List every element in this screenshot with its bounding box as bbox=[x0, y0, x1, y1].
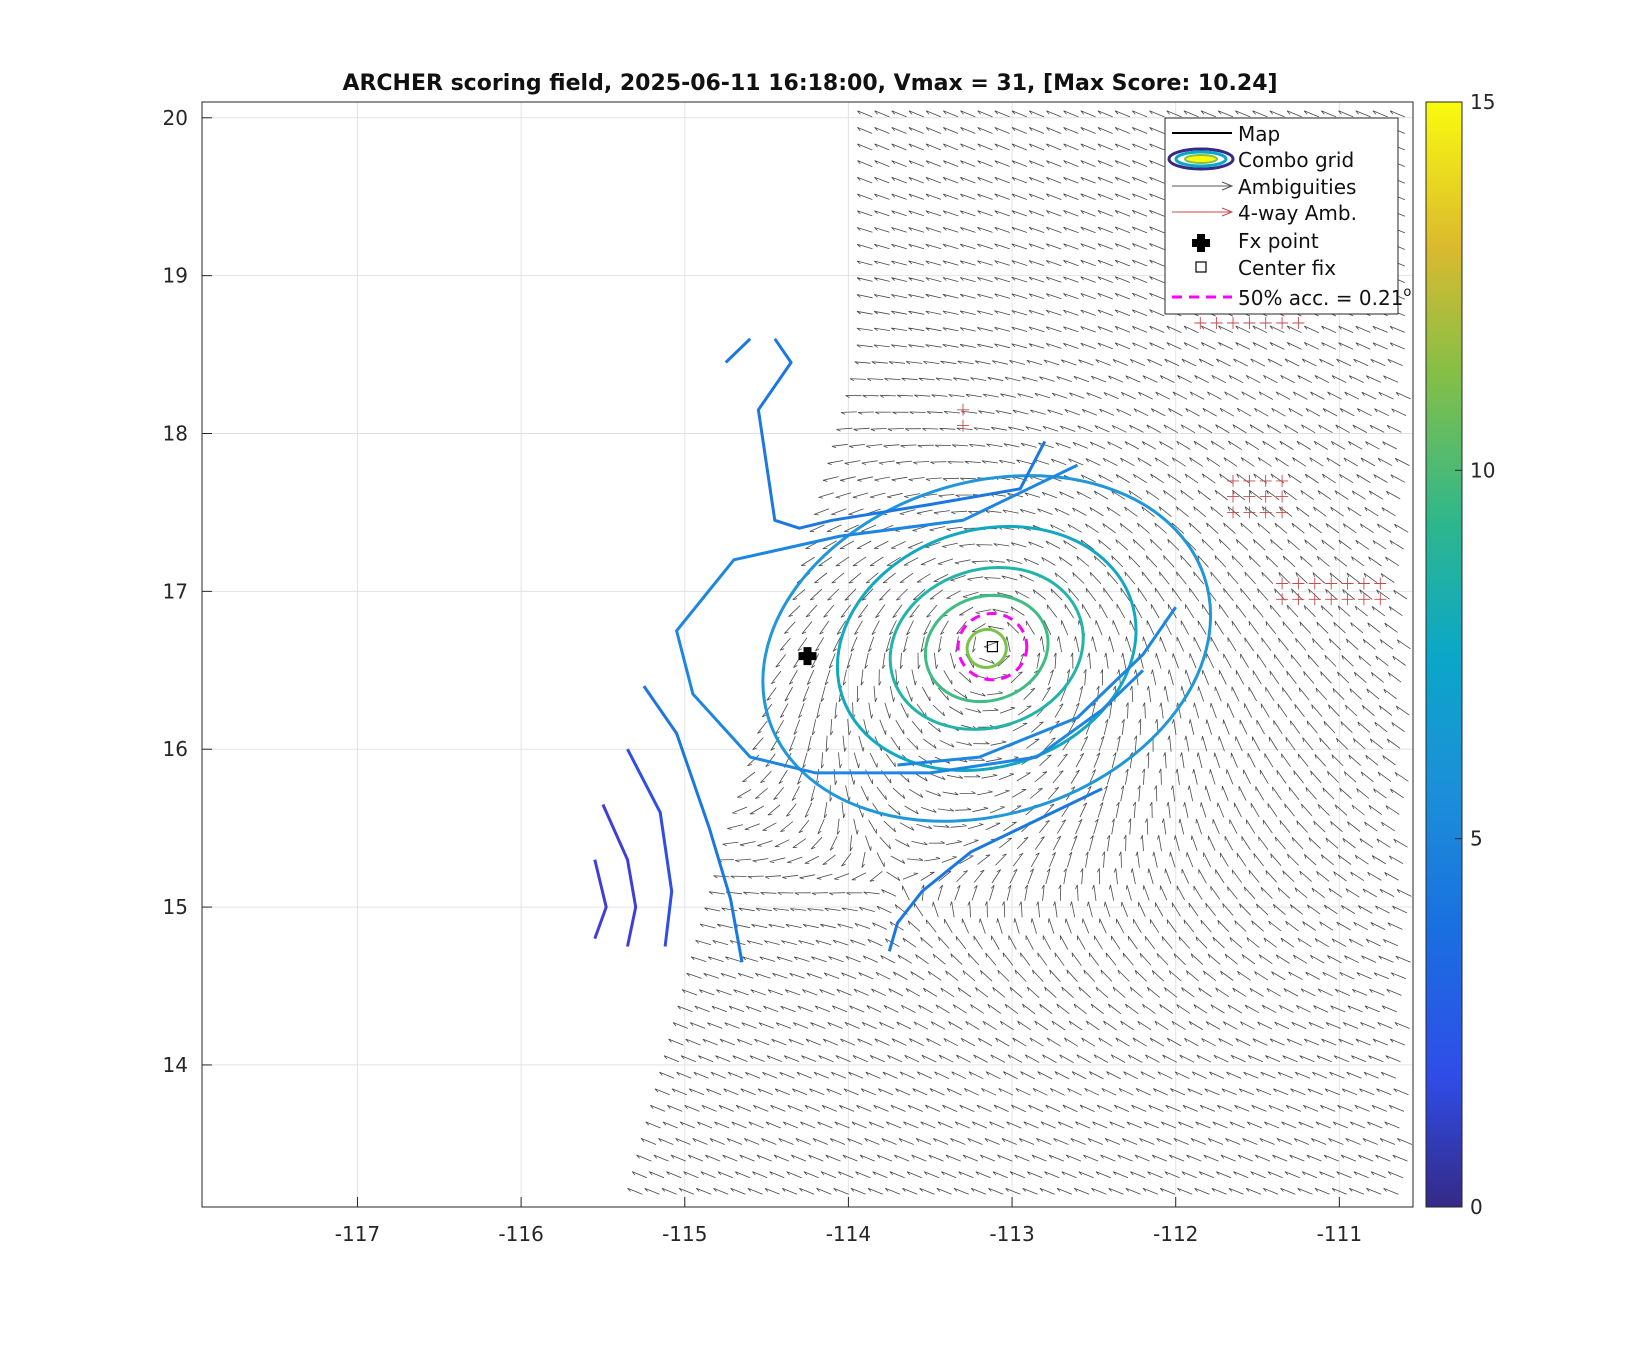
x-tick-label: -115 bbox=[662, 1222, 707, 1246]
legend: Map Combo grid Ambiguities 4-way Amb. Fx… bbox=[1164, 117, 1411, 315]
contour-line bbox=[675, 463, 1145, 775]
contour-line bbox=[888, 565, 1085, 731]
chart-title: ARCHER scoring field, 2025-06-11 16:18:0… bbox=[342, 71, 1277, 96]
colorbar-gradient bbox=[1425, 101, 1463, 1208]
legend-4way-swatch bbox=[1172, 207, 1234, 217]
contour-line bbox=[887, 787, 1103, 952]
x-tick-label: -117 bbox=[335, 1222, 380, 1246]
legend-ambiguities-label: Ambiguities bbox=[1238, 175, 1356, 199]
accuracy-circle bbox=[956, 611, 1029, 682]
colorbar-tick-label: 15 bbox=[1470, 90, 1495, 114]
contour-line bbox=[965, 627, 1008, 669]
legend-fx-point-marker bbox=[1192, 234, 1210, 252]
ambiguity-arrows bbox=[627, 110, 1413, 1195]
contour-line bbox=[626, 748, 674, 947]
y-tick-label: 15 bbox=[163, 895, 188, 919]
x-tick-label: -111 bbox=[1317, 1222, 1362, 1246]
y-tick-label: 19 bbox=[163, 264, 188, 288]
contour-line bbox=[761, 474, 1213, 823]
legend-center-fix-label: Center fix bbox=[1238, 256, 1336, 280]
x-tick-label: -116 bbox=[498, 1222, 543, 1246]
colorbar-ticks: 0 5 10 15 bbox=[1455, 90, 1495, 1219]
y-tick-label: 16 bbox=[163, 737, 188, 761]
colorbar-tick-label: 5 bbox=[1470, 827, 1483, 851]
data-layer bbox=[593, 110, 1413, 1195]
axes-frame bbox=[201, 101, 1414, 1208]
colorbar-tick-label: 10 bbox=[1470, 458, 1495, 482]
contour-line bbox=[756, 337, 1047, 530]
legend-center-fix-marker bbox=[1195, 261, 1207, 273]
legend-combo-grid-swatch bbox=[1167, 147, 1235, 171]
contour-line bbox=[642, 685, 744, 963]
contour-line bbox=[835, 524, 1138, 772]
legend-4way-label: 4-way Amb. bbox=[1238, 201, 1357, 225]
grid-lines bbox=[202, 102, 1413, 1207]
legend-acc-label: 50% acc. = 0.21o bbox=[1238, 285, 1411, 310]
y-tick-label: 18 bbox=[163, 422, 188, 446]
contour-line bbox=[593, 859, 608, 940]
fx-point-marker bbox=[798, 647, 817, 666]
y-tick-label: 14 bbox=[163, 1053, 188, 1077]
contour-line bbox=[601, 803, 638, 947]
legend-ambiguities-swatch bbox=[1172, 181, 1234, 191]
contour-line bbox=[724, 337, 752, 364]
y-tick-label: 20 bbox=[163, 106, 188, 130]
colorbar: 0 5 10 15 bbox=[1425, 90, 1495, 1219]
legend-fx-point-label: Fx point bbox=[1238, 229, 1319, 253]
score-contours bbox=[593, 337, 1213, 963]
markers bbox=[798, 611, 1029, 682]
contour-line bbox=[897, 606, 1177, 767]
colorbar-tick-label: 0 bbox=[1470, 1195, 1483, 1219]
y-axis-ticks: 14 15 16 17 18 19 20 bbox=[163, 106, 212, 1077]
center-fix-marker bbox=[986, 641, 999, 653]
contour-line bbox=[923, 593, 1050, 704]
x-tick-label: -112 bbox=[1153, 1222, 1198, 1246]
x-tick-label: -114 bbox=[826, 1222, 871, 1246]
legend-map-label: Map bbox=[1238, 122, 1280, 146]
legend-combo-grid-label: Combo grid bbox=[1238, 148, 1354, 172]
x-tick-label: -113 bbox=[989, 1222, 1034, 1246]
y-tick-label: 17 bbox=[163, 579, 188, 603]
x-axis-ticks: -117 -116 -115 -114 -113 -112 -111 bbox=[335, 1197, 1362, 1246]
